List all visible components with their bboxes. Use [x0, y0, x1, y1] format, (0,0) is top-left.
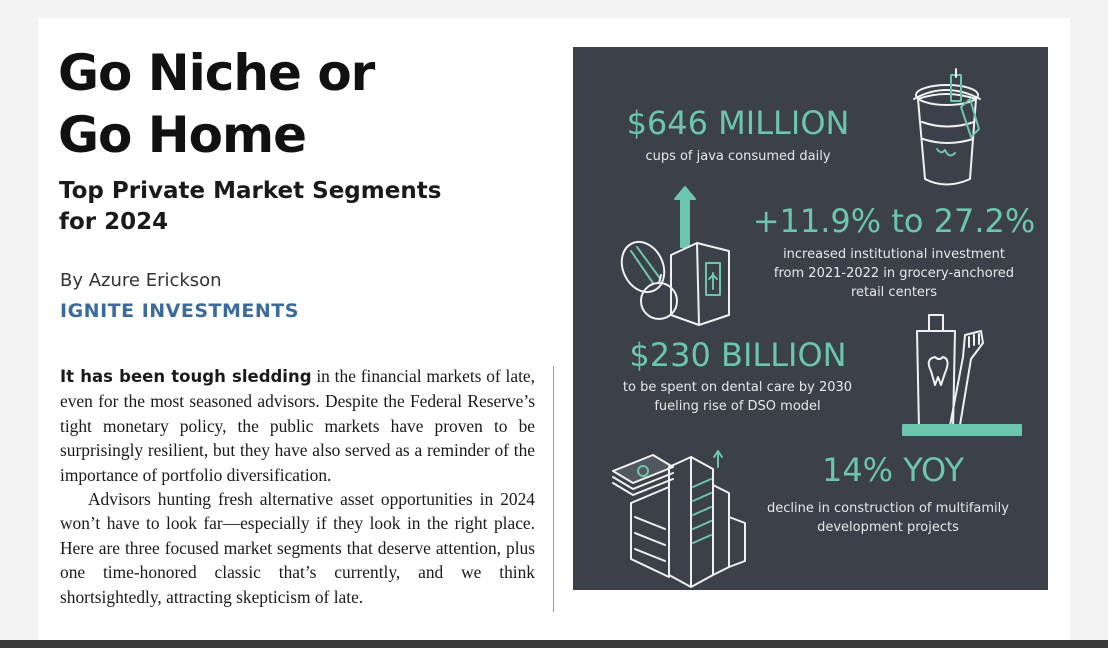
stat-3-description: to be spent on dental care by 2030 fueli…	[622, 380, 853, 414]
stat-4-description: decline in construction of multifamily d…	[767, 501, 1009, 535]
article-body: It has been tough sledding in the financ…	[60, 364, 535, 609]
infographic-panel: $646 MILLION cups of java consumed daily…	[573, 47, 1048, 590]
stat-4-value: 14% YOY	[821, 451, 965, 489]
infographic-illustrations	[612, 68, 1022, 588]
stat-1-description: cups of java consumed daily	[645, 149, 831, 164]
viewer-bottom-bar	[0, 640, 1108, 648]
paragraph-1-text: in the financial markets of late, even f…	[60, 366, 535, 485]
title-line-2: Go Home	[58, 106, 307, 164]
company-name: IGNITE INVESTMENTS	[60, 300, 299, 322]
buildings-icon	[612, 450, 746, 588]
stat-2-value: +11.9% to 27.2%	[752, 202, 1036, 240]
article-title: Go Niche or Go Home	[58, 42, 375, 166]
article-subtitle: Top Private Market Segments for 2024	[59, 178, 442, 235]
stat-2-description: increased institutional investment from …	[773, 247, 1015, 300]
byline: By Azure Erickson	[60, 270, 222, 291]
coffee-cup-icon	[913, 68, 981, 186]
title-line-1: Go Niche or	[58, 44, 375, 102]
paragraph-1: It has been tough sledding in the financ…	[60, 364, 535, 487]
stat-3-value: $230 BILLION	[629, 336, 847, 374]
stat-1-value: $646 MILLION	[626, 104, 850, 142]
paragraph-1-lead: It has been tough sledding	[60, 367, 312, 386]
grocery-icon	[620, 186, 730, 326]
paragraph-2: Advisors hunting fresh alternative asset…	[60, 489, 535, 607]
toothpaste-icon	[902, 314, 1022, 436]
column-divider	[553, 366, 554, 612]
